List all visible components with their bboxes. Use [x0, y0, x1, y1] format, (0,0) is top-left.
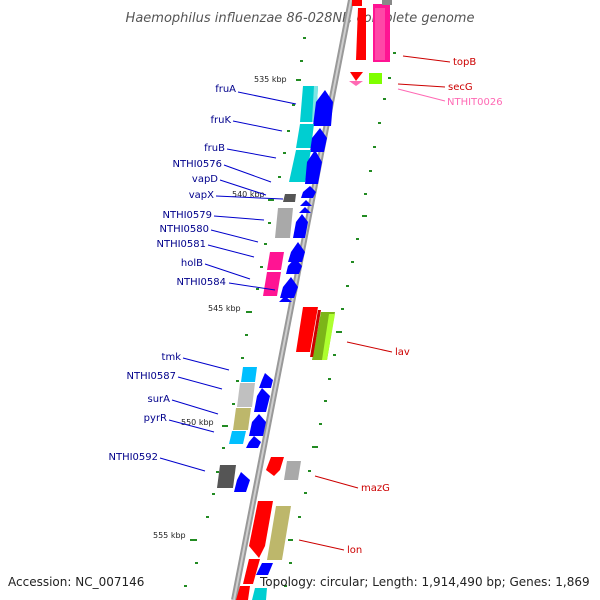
topology-text: Topology: circular; Length: 1,914,490 bp… — [259, 575, 590, 589]
label-topB[interactable]: topB — [453, 57, 476, 68]
gene-NTHI0584[interactable] — [263, 272, 298, 302]
right-connectors — [298, 55, 451, 551]
label-tmk[interactable]: tmk — [162, 352, 182, 363]
right-gene-labels: topB secG NTHIT0026 lav mazG lon — [347, 57, 503, 556]
kbp-label-550: 550 kbp — [181, 418, 214, 427]
gene-tmk[interactable] — [241, 367, 273, 388]
label-pyrR[interactable]: pyrR — [144, 413, 167, 424]
gene-NTHI0580[interactable] — [293, 214, 308, 238]
label-NTHI0576[interactable]: NTHI0576 — [172, 159, 222, 170]
label-lav[interactable]: lav — [395, 347, 410, 358]
label-NTHI0592[interactable]: NTHI0592 — [108, 452, 158, 463]
right-tick-track — [284, 52, 396, 587]
label-lon[interactable]: lon — [347, 545, 362, 556]
gene-fruA[interactable] — [300, 86, 333, 126]
left-connectors — [159, 91, 297, 472]
gene-fruK[interactable] — [296, 124, 327, 152]
gene-NTHI0576[interactable] — [301, 186, 316, 198]
label-vapD[interactable]: vapD — [192, 174, 218, 185]
label-fruA[interactable]: fruA — [215, 84, 236, 95]
gene-lon[interactable] — [236, 501, 291, 600]
gene-surA[interactable] — [233, 408, 266, 436]
gene-secG[interactable] — [349, 72, 382, 86]
kbp-label-545: 545 kbp — [208, 304, 241, 313]
kbp-label-555: 555 kbp — [153, 531, 186, 540]
gene-vapX[interactable] — [299, 200, 312, 213]
left-tick-track — [184, 37, 306, 587]
accession-text: Accession: NC_007146 — [8, 575, 144, 589]
gene-NTHI0579[interactable] — [275, 208, 293, 238]
genome-backbone — [231, 0, 354, 600]
map-title: Haemophilus influenzae 86-028NP, complet… — [126, 11, 475, 26]
label-secG[interactable]: secG — [448, 82, 473, 93]
label-mazG[interactable]: mazG — [361, 483, 390, 494]
gene-vapD[interactable] — [283, 194, 296, 202]
label-holB[interactable]: holB — [181, 258, 203, 269]
gene-top-misc — [356, 0, 392, 60]
label-NTHIT0026[interactable]: NTHIT0026 — [447, 97, 503, 108]
label-NTHI0584[interactable]: NTHI0584 — [176, 277, 226, 288]
gene-mazG[interactable] — [266, 457, 301, 480]
label-fruB[interactable]: fruB — [204, 143, 225, 154]
label-vapX[interactable]: vapX — [189, 190, 214, 201]
label-NTHI0587[interactable]: NTHI0587 — [126, 371, 176, 382]
kbp-label-540: 540 kbp — [232, 190, 265, 199]
gene-holB[interactable] — [267, 252, 302, 274]
label-fruK[interactable]: fruK — [210, 115, 231, 126]
label-NTHI0581[interactable]: NTHI0581 — [156, 239, 206, 250]
gene-pyrR[interactable] — [229, 431, 261, 448]
gene-topB[interactable] — [352, 0, 390, 62]
label-surA[interactable]: surA — [148, 394, 171, 405]
label-NTHI0580[interactable]: NTHI0580 — [159, 224, 209, 235]
kbp-label-535: 535 kbp — [254, 75, 287, 84]
gene-NTHI0592[interactable] — [217, 465, 250, 492]
label-NTHI0579[interactable]: NTHI0579 — [162, 210, 212, 221]
gene-NTHI0587[interactable] — [237, 383, 270, 412]
gene-lav[interactable] — [296, 307, 335, 360]
kbp-labels: 535 kbp 540 kbp 545 kbp 550 kbp 555 kbp — [153, 75, 287, 540]
gene-fruB[interactable] — [289, 150, 322, 184]
gene-NTHI0581[interactable] — [288, 242, 305, 262]
left-gene-labels: fruA fruK fruB NTHI0576 vapD vapX NTHI05… — [108, 84, 236, 463]
